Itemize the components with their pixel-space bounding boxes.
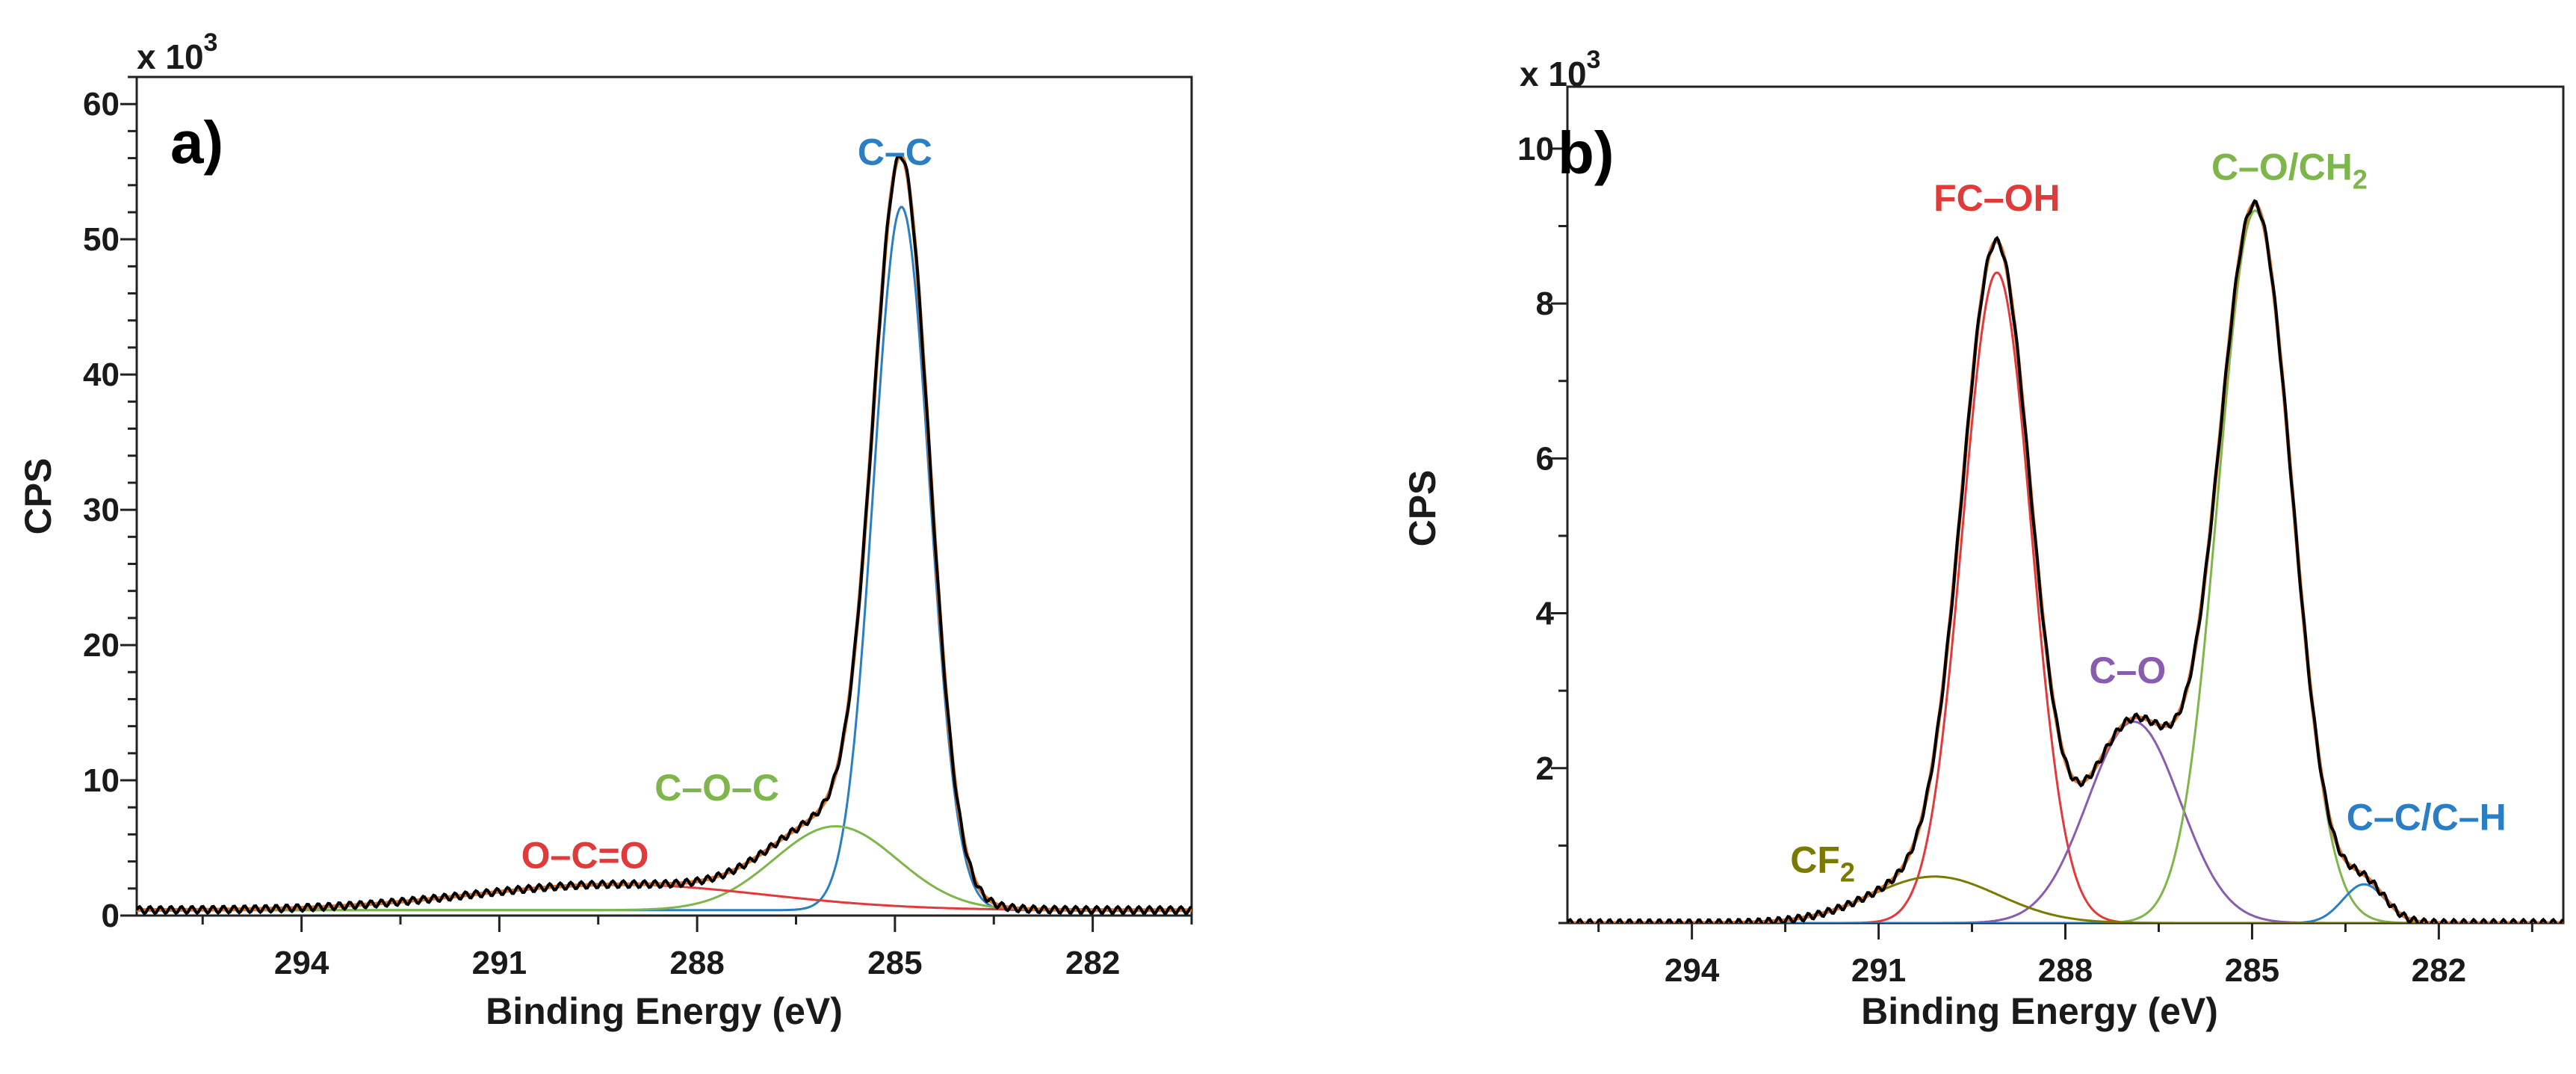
y-tick-label: 4 (1536, 596, 1555, 632)
peak-label-O–C=O: O–C=O (521, 835, 649, 877)
peak-label-text: CF (1790, 839, 1840, 881)
peak-label-FC–OH: FC–OH (1933, 177, 2060, 219)
x-tick-label: 288 (2038, 952, 2093, 989)
y-tick-label: 10 (1517, 131, 1554, 167)
y-tick-label: 40 (83, 357, 120, 393)
measured-envelope (1567, 199, 2563, 923)
y-multiplier: x 103 (137, 28, 217, 76)
plot-frame (135, 75, 1193, 917)
y-tick-label: 6 (1536, 440, 1554, 477)
peak-label-CF2: CF2 (1790, 839, 1855, 888)
x-tick-label: 285 (2225, 952, 2279, 989)
panel-label: b) (1558, 120, 1614, 186)
x-tick-label: 282 (2412, 952, 2466, 989)
y-multiplier-base: x 10 (1520, 55, 1587, 93)
peak-label-C–C: C–C (858, 132, 932, 173)
peak-label-C–O–C: C–O–C (654, 767, 779, 809)
component-curve-C–O (1567, 720, 2563, 923)
x-tick-label: 291 (1851, 952, 1906, 989)
x-tick-label: 291 (472, 945, 527, 981)
y-axis-title: CPS (17, 458, 59, 535)
x-tick-label: 294 (274, 945, 329, 981)
peak-label-subscript: 2 (2353, 164, 2368, 194)
measured-envelope (137, 153, 1192, 916)
panel-b-chart: 294 291 288 285 282 2 4 6 8 10 Binding Energy (eV)… (1402, 46, 2565, 1032)
x-axis-title: Binding Energy (eV) (1861, 990, 2218, 1032)
x-tick-label: 288 (669, 945, 724, 981)
y-tick-label: 50 (83, 221, 120, 258)
peak-label-text: O–C=O (521, 835, 649, 877)
y-axis-title: CPS (1402, 470, 1443, 547)
plot-area (137, 152, 1192, 916)
peak-label-C–C/C–H: C–C/C–H (2347, 797, 2507, 839)
peak-label-text: FC–OH (1933, 177, 2060, 219)
peak-label-C–O: C–O (2089, 649, 2166, 691)
y-multiplier-exponent: 3 (204, 28, 218, 57)
peak-label-C–O/CH2: C–O/CH2 (2211, 146, 2368, 194)
peak-label-text: C–O–C (654, 767, 779, 809)
panel-label: a) (170, 109, 223, 176)
x-tick-label: 285 (867, 945, 922, 981)
peak-label-text: C–O (2089, 649, 2166, 691)
plot-area (1567, 199, 2563, 923)
x-tick-label: 282 (1065, 945, 1120, 981)
y-multiplier: x 103 (1520, 46, 1600, 93)
y-tick-label: 2 (1536, 750, 1554, 787)
y-tick-label: 8 (1536, 286, 1554, 322)
peak-label-text: C–O/CH (2211, 146, 2353, 188)
peak-label-text: C–C/C–H (2347, 797, 2507, 839)
component-curve-FC–OH (1567, 271, 2563, 923)
y-tick-label: 30 (83, 492, 120, 528)
panel-a-chart: 294 291 288 285 282 0 10 20 30 40 50 60 Binding Ener… (17, 28, 1193, 1032)
y-multiplier-exponent: 3 (1587, 46, 1601, 74)
y-multiplier-base: x 10 (137, 37, 204, 76)
x-tick-label: 294 (1665, 952, 1720, 989)
x-axis-title: Binding Energy (eV) (486, 990, 843, 1032)
y-tick-label: 60 (83, 86, 120, 123)
y-tick-label: 10 (83, 762, 120, 799)
y-tick-label: 20 (83, 627, 120, 664)
peak-label-subscript: 2 (1840, 857, 1855, 888)
y-tick-label: 0 (102, 898, 120, 934)
peak-label-text: C–C (858, 132, 932, 173)
